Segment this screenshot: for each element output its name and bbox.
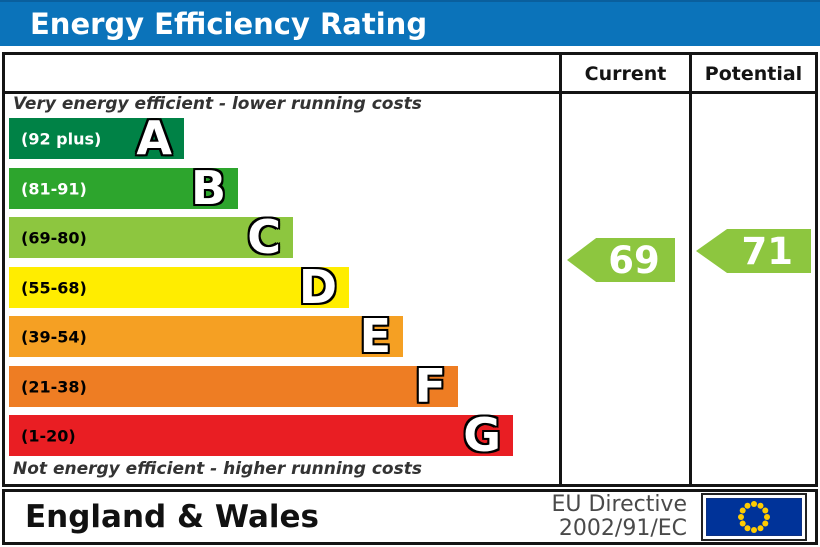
band-letter: A	[136, 110, 172, 165]
column-divider-right	[689, 55, 692, 484]
band-range-label: (21-38)	[21, 377, 87, 396]
band-bar-c: (69-80) C	[9, 209, 293, 264]
band-range-label: (55-68)	[21, 278, 87, 297]
region-label: England & Wales	[25, 499, 319, 535]
band-bar-f: (21-38) F	[9, 358, 458, 413]
footer-bar: England & Wales EU Directive 2002/91/EC	[2, 489, 818, 545]
potential-column-header: Potential	[704, 63, 803, 85]
band-bar-a: (92 plus) A	[9, 110, 184, 165]
band-bar-e: (39-54) E	[9, 308, 403, 363]
potential-rating-value: 71	[741, 230, 794, 273]
current-rating-arrow: 69	[567, 238, 675, 282]
caption-very-efficient: Very energy efficient - lower running co…	[13, 94, 422, 114]
header-divider	[5, 91, 815, 94]
band-letter: G	[463, 407, 501, 462]
eu-directive-line2: 2002/91/EC	[558, 516, 687, 541]
rating-table: Current Potential Very energy efficient …	[2, 52, 818, 487]
band-range-label: (1-20)	[21, 426, 76, 445]
band-row-b: (81-91) B	[9, 160, 238, 215]
epc-bands: (92 plus) A (81-91) B (69-80) C (55-68) D (39-54…	[9, 110, 557, 462]
band-letter: F	[414, 358, 446, 413]
band-range-label: (81-91)	[21, 179, 87, 198]
caption-not-efficient: Not energy efficient - higher running co…	[13, 459, 422, 479]
band-row-f: (21-38) F	[9, 358, 458, 413]
band-row-e: (39-54) E	[9, 308, 403, 363]
eu-flag-icon	[701, 493, 807, 541]
band-letter: B	[190, 160, 226, 215]
page-title: Energy Efficiency Rating	[30, 7, 428, 41]
band-row-g: (1-20) G	[9, 407, 513, 462]
title-bar: Energy Efficiency Rating	[0, 0, 820, 46]
band-bar-d: (55-68) D	[9, 259, 349, 314]
band-row-a: (92 plus) A	[9, 110, 184, 165]
current-rating-value: 69	[608, 239, 660, 282]
band-range-label: (39-54)	[21, 327, 87, 346]
band-range-label: (69-80)	[21, 228, 87, 247]
band-letter: C	[247, 209, 281, 264]
band-row-c: (69-80) C	[9, 209, 293, 264]
band-row-d: (55-68) D	[9, 259, 349, 314]
eu-directive-line1: EU Directive	[551, 492, 687, 517]
band-letter: D	[298, 259, 337, 314]
eu-directive-label: EU Directive 2002/91/EC	[551, 493, 687, 541]
band-letter: E	[359, 308, 391, 363]
column-divider-left	[559, 55, 562, 484]
current-column-header: Current	[584, 63, 667, 85]
band-bar-b: (81-91) B	[9, 160, 238, 215]
band-bar-g: (1-20) G	[9, 407, 513, 462]
potential-rating-arrow: 71	[696, 229, 811, 273]
band-range-label: (92 plus)	[21, 129, 102, 148]
